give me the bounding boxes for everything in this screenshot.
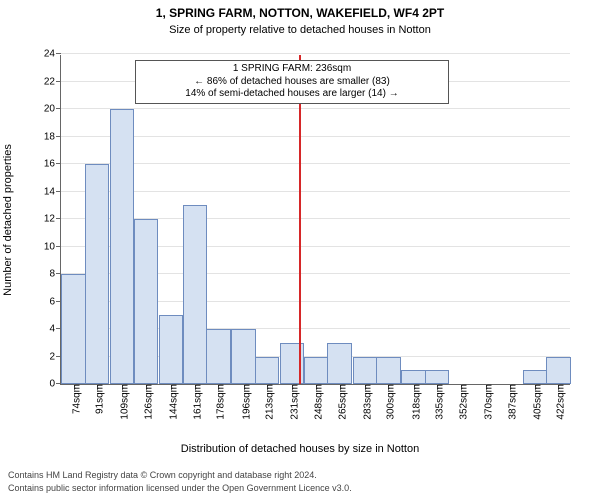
x-tick-label: 231sqm [284, 384, 301, 420]
x-tick-label: 196sqm [235, 384, 252, 420]
chart-title: 1, SPRING FARM, NOTTON, WAKEFIELD, WF4 2… [0, 6, 600, 20]
y-tick-label: 20 [44, 104, 61, 115]
annotation-box: 1 SPRING FARM: 236sqm← 86% of detached h… [135, 60, 449, 104]
x-axis-caption: Distribution of detached houses by size … [0, 443, 600, 455]
annotation-line: ← 86% of detached houses are smaller (83… [142, 76, 442, 89]
x-tick-label: 265sqm [331, 384, 348, 420]
gridline [61, 108, 570, 109]
y-tick-label: 0 [49, 379, 61, 390]
x-tick-label: 161sqm [186, 384, 203, 420]
y-axis-label: Number of detached properties [2, 144, 14, 296]
y-tick-label: 2 [49, 351, 61, 362]
y-tick-label: 24 [44, 49, 61, 60]
gridline [61, 136, 570, 137]
histogram-bar [376, 357, 400, 385]
y-tick-label: 8 [49, 269, 61, 280]
histogram-bar [304, 357, 328, 385]
x-tick-label: 213sqm [259, 384, 276, 420]
chart-subtitle: Size of property relative to detached ho… [0, 24, 600, 36]
x-tick-label: 74sqm [65, 384, 82, 414]
histogram-bar [255, 357, 279, 385]
x-tick-label: 370sqm [478, 384, 495, 420]
x-tick-label: 387sqm [501, 384, 518, 420]
histogram-bar [327, 343, 351, 384]
x-tick-label: 422sqm [550, 384, 567, 420]
histogram-bar [231, 329, 255, 384]
x-tick-label: 126sqm [138, 384, 155, 420]
y-tick-label: 6 [49, 296, 61, 307]
x-tick-label: 352sqm [452, 384, 469, 420]
footer-line-2: Contains public sector information licen… [8, 483, 352, 493]
histogram-bar [401, 370, 425, 384]
histogram-bar [523, 370, 547, 384]
histogram-bar [134, 219, 158, 384]
histogram-bar [425, 370, 449, 384]
annotation-line: 14% of semi-detached houses are larger (… [142, 88, 442, 101]
gridline [61, 53, 570, 54]
gridline [61, 191, 570, 192]
x-tick-label: 300sqm [380, 384, 397, 420]
histogram-bar [353, 357, 377, 385]
histogram-bar [546, 357, 570, 385]
footer-line-1: Contains HM Land Registry data © Crown c… [8, 470, 317, 480]
x-tick-label: 335sqm [429, 384, 446, 420]
plot-area: 02468101214161820222474sqm91sqm109sqm126… [60, 55, 570, 385]
x-tick-label: 318sqm [405, 384, 422, 420]
y-tick-label: 16 [44, 159, 61, 170]
y-tick-label: 12 [44, 214, 61, 225]
x-tick-label: 109sqm [114, 384, 131, 420]
histogram-bar [110, 109, 134, 384]
y-tick-label: 18 [44, 131, 61, 142]
x-tick-label: 283sqm [356, 384, 373, 420]
x-tick-label: 144sqm [163, 384, 180, 420]
y-tick-label: 10 [44, 241, 61, 252]
y-tick-label: 4 [49, 324, 61, 335]
x-tick-label: 178sqm [210, 384, 227, 420]
histogram-bar [159, 315, 183, 384]
histogram-bar [183, 205, 207, 384]
y-tick-label: 14 [44, 186, 61, 197]
histogram-bar [85, 164, 109, 384]
gridline [61, 163, 570, 164]
x-tick-label: 405sqm [526, 384, 543, 420]
reference-line [299, 55, 301, 384]
histogram-bar [206, 329, 230, 384]
x-tick-label: 248sqm [308, 384, 325, 420]
annotation-line: 1 SPRING FARM: 236sqm [142, 63, 442, 76]
y-tick-label: 22 [44, 76, 61, 87]
x-tick-label: 91sqm [89, 384, 106, 414]
histogram-bar [61, 274, 85, 384]
chart-wrap: 1, SPRING FARM, NOTTON, WAKEFIELD, WF4 2… [0, 0, 600, 500]
